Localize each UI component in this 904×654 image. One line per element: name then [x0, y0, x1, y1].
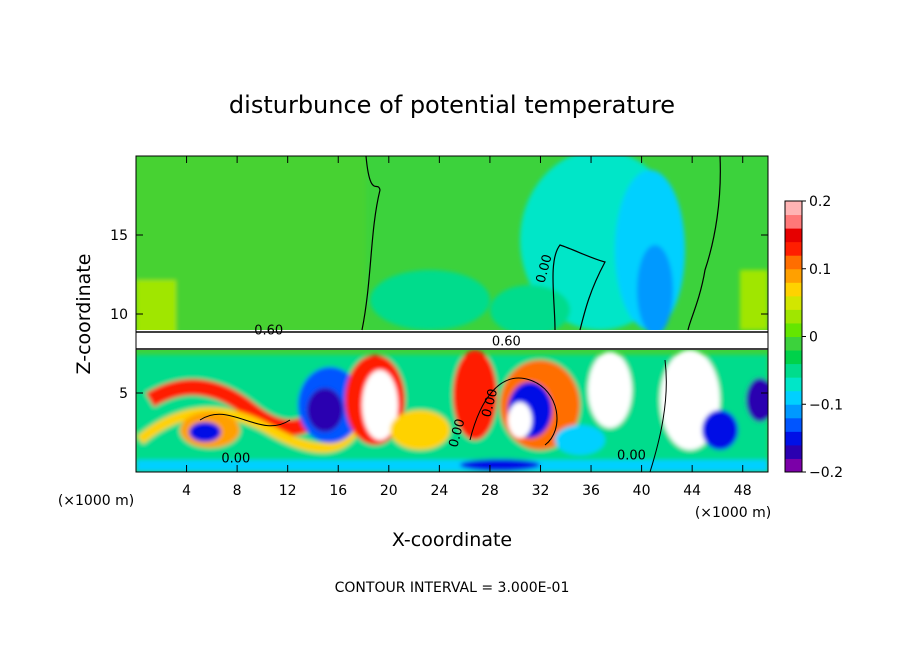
colorbar-swatch	[785, 228, 802, 243]
y-tick-label: 5	[119, 386, 128, 402]
x-tick-label: 28	[481, 483, 499, 499]
x-tick-label: 40	[633, 483, 651, 499]
colorbar-swatch	[785, 404, 802, 419]
x-tick-label: 36	[582, 483, 600, 499]
colorbar-tick-label: −0.1	[809, 397, 843, 413]
contour-label: 0.00	[221, 452, 250, 467]
x-tick-label: 24	[430, 483, 448, 499]
y-tick-label: 10	[110, 307, 128, 323]
colorbar-swatch	[785, 350, 802, 365]
colorbar-swatch	[785, 322, 802, 337]
colorbar-swatch	[785, 309, 802, 324]
colorbar-swatch	[785, 444, 802, 459]
colorbar-swatch	[785, 417, 802, 432]
contour-interval-note: CONTOUR INTERVAL = 3.000E-01	[335, 580, 570, 596]
contour-label: 0.00	[617, 448, 646, 463]
colorbar-swatch	[785, 282, 802, 297]
x-tick-label: 4	[182, 483, 191, 499]
field-heatmap	[136, 156, 768, 472]
colorbar-swatch	[785, 336, 802, 351]
contour-label: 0.60	[492, 335, 521, 350]
colorbar: 0.2 0.1 0 −0.1 −0.2	[784, 194, 843, 481]
x-tick-label: 8	[233, 483, 242, 499]
colorbar-tick-label: 0.2	[809, 194, 831, 210]
contour-label: 0.00	[534, 253, 556, 285]
y-axis-label: Z-coordinate	[73, 254, 95, 375]
colorbar-tick-label: 0.1	[809, 262, 831, 278]
x-axis-label: X-coordinate	[392, 529, 512, 551]
x-unit-label-right: (×1000 m)	[695, 505, 771, 521]
x-tick-label: 20	[380, 483, 398, 499]
colorbar-swatch	[785, 390, 802, 405]
contour-label: 0.00	[446, 417, 468, 449]
colorbar-swatch	[785, 214, 802, 229]
colorbar-swatch	[785, 458, 802, 473]
chart-title: disturbunce of potential temperature	[229, 91, 675, 119]
x-tick-label: 16	[329, 483, 347, 499]
x-tick-label: 48	[734, 483, 752, 499]
colorbar-swatch	[785, 241, 802, 256]
colorbar-swatch	[785, 363, 802, 378]
colorbar-tick-label: 0	[809, 330, 818, 346]
colorbar-swatch	[785, 268, 802, 283]
colorbar-swatch	[785, 431, 802, 446]
colorbar-swatch	[785, 255, 802, 270]
x-tick-label: 32	[532, 483, 550, 499]
contour-label: 0.00	[479, 387, 501, 419]
colorbar-swatch	[785, 201, 802, 216]
colorbar-swatch	[785, 377, 802, 392]
contour-label: 0.60	[254, 324, 283, 339]
colorbar-swatch	[785, 295, 802, 310]
x-tick-label: 12	[279, 483, 297, 499]
x-unit-label-left: (×1000 m)	[58, 493, 134, 509]
x-tick-label: 44	[683, 483, 701, 499]
y-tick-label: 15	[110, 228, 128, 244]
colorbar-tick-label: −0.2	[809, 465, 843, 481]
